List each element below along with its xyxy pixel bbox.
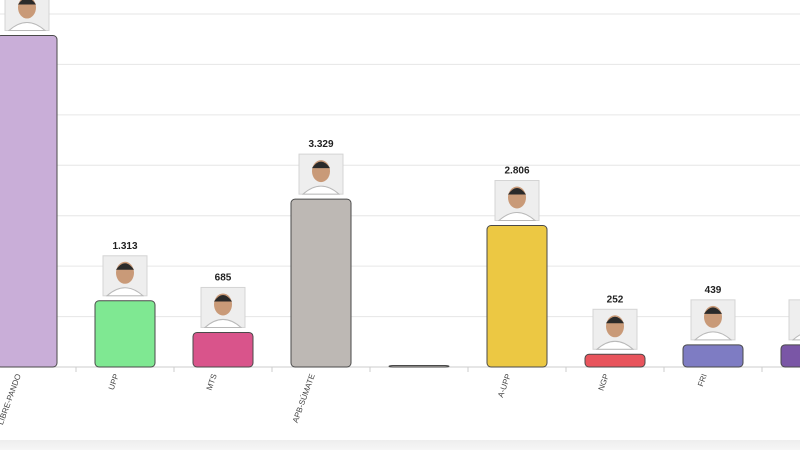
person-hair	[214, 294, 232, 302]
person-hair	[312, 161, 330, 169]
candidate-photo	[788, 299, 800, 341]
candidate-photo	[298, 153, 344, 195]
x-tick-label: UPP	[107, 373, 121, 392]
x-tick-label: A-UPP	[496, 373, 513, 399]
photo-frame	[788, 299, 800, 341]
person-hair	[116, 263, 134, 270]
chart-bottom-edge	[0, 440, 800, 450]
candidate-photo	[592, 308, 638, 350]
data-label: 685	[215, 272, 232, 283]
bar	[486, 224, 548, 368]
candidate-photo	[200, 286, 246, 328]
x-tick-label: APB-SÚMATE	[291, 373, 317, 424]
person-shoulders	[693, 331, 733, 341]
x-tick-label: MTS	[205, 373, 219, 392]
person-face	[18, 0, 36, 19]
x-tick-label: LIBRE-PANDO	[0, 373, 23, 426]
data-label: 2.806	[504, 165, 529, 176]
bar	[0, 35, 58, 368]
person-shoulders	[105, 287, 145, 297]
person-shoulders	[203, 318, 243, 328]
person-hair	[508, 187, 526, 195]
data-label: 3.329	[308, 139, 333, 150]
person-shoulders	[595, 340, 635, 350]
person-hair	[704, 307, 722, 314]
data-label: 252	[607, 294, 624, 305]
bar-chart: 6.573LIBRE-PANDO1.313UPP685MTS3.329APB-S…	[0, 0, 800, 427]
x-tick-label: NGP	[596, 373, 610, 392]
person-hair	[18, 0, 36, 5]
candidate-photo	[102, 255, 148, 297]
person-shoulders	[7, 22, 47, 32]
bar	[682, 344, 744, 368]
bar	[388, 365, 450, 368]
person-hair	[606, 316, 624, 324]
person-shoulders	[791, 334, 800, 341]
bar	[290, 198, 352, 368]
chart-svg: 6.573LIBRE-PANDO1.313UPP685MTS3.329APB-S…	[0, 0, 800, 426]
bar	[192, 331, 254, 368]
bar	[94, 300, 156, 368]
data-label: 439	[705, 285, 722, 296]
x-tick-label: FRI	[696, 373, 709, 388]
data-label: 1.313	[112, 241, 137, 252]
bar	[584, 353, 646, 368]
candidate-photo	[4, 0, 50, 32]
person-shoulders	[301, 185, 341, 195]
candidate-photo	[494, 179, 540, 221]
bar	[780, 344, 800, 368]
candidate-photo	[690, 299, 736, 341]
person-shoulders	[497, 212, 537, 221]
